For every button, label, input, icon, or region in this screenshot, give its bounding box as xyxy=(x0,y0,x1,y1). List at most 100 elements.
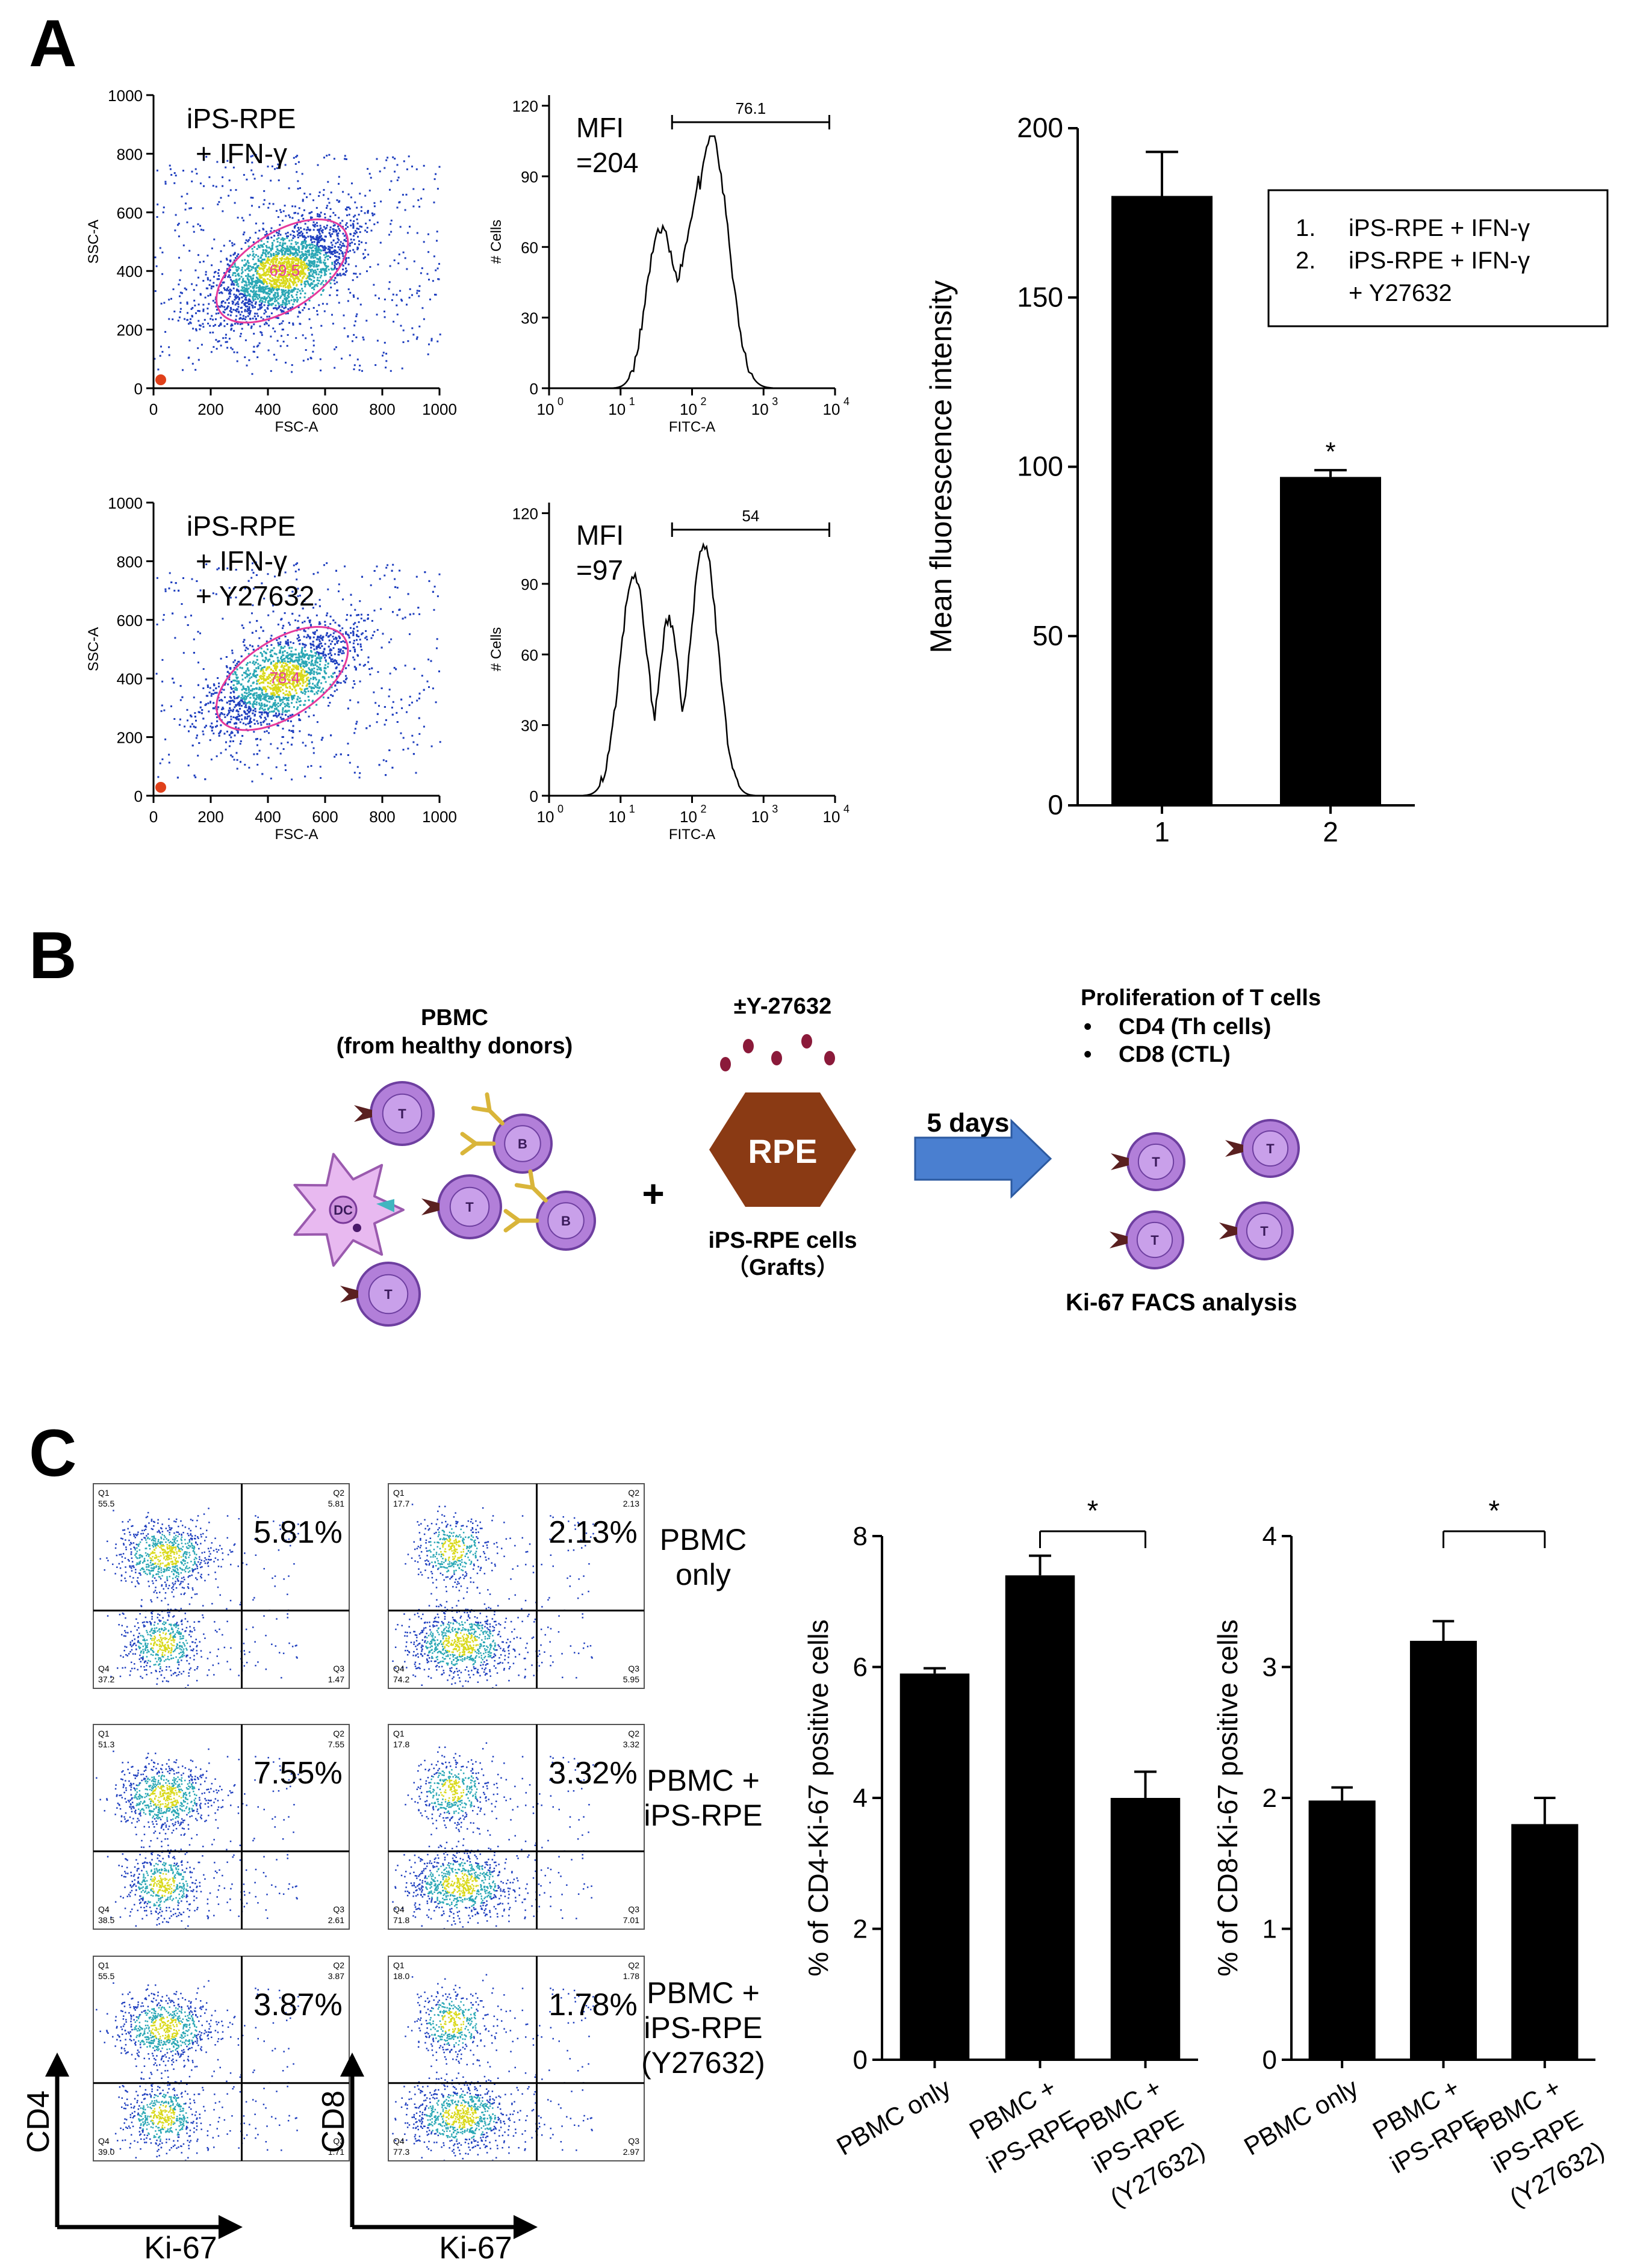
scatter-dot xyxy=(210,287,213,290)
scatter-dot xyxy=(318,235,321,238)
scatter-dot xyxy=(321,303,324,305)
scatter-dot xyxy=(225,748,227,751)
scatter-dot xyxy=(306,679,308,681)
scatter-dot xyxy=(278,710,280,713)
scatter-dot xyxy=(282,300,284,302)
scatter-dot xyxy=(409,695,411,698)
scatter-dot xyxy=(392,293,394,296)
scatter-dot xyxy=(297,247,300,250)
scatter-dot xyxy=(359,663,361,666)
scatter-dot xyxy=(213,285,214,288)
scatter-dot xyxy=(327,255,329,257)
scatter-dot xyxy=(400,299,403,301)
scatter-dot xyxy=(293,278,295,280)
scatter-dot xyxy=(436,340,439,342)
scatter-dot xyxy=(308,278,311,280)
scatter-dot xyxy=(244,302,247,304)
scatter-dot xyxy=(244,269,246,271)
scatter-dot xyxy=(241,293,243,296)
scatter-dot xyxy=(297,620,299,622)
scatter-dot xyxy=(379,170,381,173)
scatter-dot xyxy=(266,237,269,240)
scatter-dot xyxy=(210,758,213,761)
scatter-dot xyxy=(394,170,396,173)
scatter-dot xyxy=(202,310,205,312)
scatter-dot xyxy=(295,257,297,259)
scatter-dot xyxy=(293,257,295,259)
scatter-dot xyxy=(226,288,228,290)
scatter-dot xyxy=(240,293,242,295)
scatter-dot xyxy=(257,279,259,281)
scatter-dot xyxy=(336,294,338,296)
scatter-dot xyxy=(280,258,282,261)
scatter-dot xyxy=(279,241,281,244)
scatter-dot xyxy=(331,261,334,264)
scatter-dot xyxy=(318,261,321,263)
scatter-dot xyxy=(233,351,235,353)
scatter-dot xyxy=(293,247,296,250)
scatter-dot xyxy=(364,212,366,214)
scatter-dot xyxy=(290,253,292,255)
scatter-dot xyxy=(302,290,304,292)
scatter-dot xyxy=(356,228,358,230)
scatter-dot xyxy=(225,258,228,260)
scatter-dot xyxy=(289,624,291,626)
scatter-dot xyxy=(356,222,359,225)
scatter-dot xyxy=(250,693,252,695)
scatter-dot xyxy=(343,235,346,237)
scatter-dot xyxy=(259,739,262,741)
scatter-dot xyxy=(297,188,299,190)
scatter-dot xyxy=(342,191,344,193)
scatter-dot xyxy=(407,340,409,342)
scatter-dot xyxy=(200,229,202,231)
scatter-dot xyxy=(328,639,331,642)
scatter-dot xyxy=(267,237,270,240)
scatter-dot xyxy=(325,252,327,254)
scatter-dot xyxy=(267,288,269,290)
scatter-dot xyxy=(234,202,236,204)
scatter-dot xyxy=(168,354,170,356)
scatter-dot xyxy=(220,197,222,199)
scatter-dot xyxy=(284,284,286,287)
scatter-dot xyxy=(421,675,423,677)
scatter-dot xyxy=(266,293,269,295)
scatter-dot xyxy=(336,689,338,691)
scatter-dot xyxy=(235,726,237,728)
scatter-dot xyxy=(351,241,353,244)
scatter-dot xyxy=(207,287,209,290)
scatter-dot xyxy=(246,673,249,675)
scatter-dot xyxy=(159,762,161,764)
scatter-dot xyxy=(255,662,257,664)
scatter-dot xyxy=(436,231,438,233)
scatter-dot xyxy=(244,293,246,295)
scatter-dot xyxy=(309,265,311,268)
scatter-dot xyxy=(229,306,232,309)
scatter-dot xyxy=(273,652,276,655)
scatter-dot xyxy=(297,288,299,291)
scatter-dot xyxy=(262,318,264,320)
scatter-dot xyxy=(365,222,367,225)
scatter-dot xyxy=(175,175,177,177)
scatter-dot xyxy=(237,702,240,704)
scatter-dot xyxy=(345,267,347,270)
scatter-dot xyxy=(344,208,347,211)
scatter-dot xyxy=(314,652,317,654)
scatter-dot xyxy=(349,219,352,222)
scatter-dot xyxy=(347,256,350,259)
scatter-dot xyxy=(344,252,346,254)
scatter-dot xyxy=(249,295,252,297)
scatter-dot xyxy=(353,364,356,367)
scatter-dot xyxy=(277,268,279,271)
scatter-dot xyxy=(258,267,260,269)
scatter-dot xyxy=(303,656,305,658)
scatter-dot xyxy=(287,291,290,293)
scatter-dot xyxy=(409,288,411,290)
scatter-dot xyxy=(303,258,305,261)
scatter-dot xyxy=(428,686,430,688)
scatter-dot xyxy=(278,713,281,715)
scatter-dot xyxy=(234,309,237,311)
scatter-dot xyxy=(286,249,288,251)
scatter-dot xyxy=(434,294,436,296)
scatter-dot xyxy=(289,272,291,274)
scatter-dot xyxy=(255,270,256,273)
